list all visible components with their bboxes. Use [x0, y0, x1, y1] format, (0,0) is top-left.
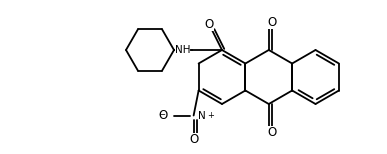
Text: +: +	[207, 111, 214, 120]
Text: N: N	[198, 111, 205, 120]
Text: O: O	[267, 16, 276, 28]
Text: −: −	[158, 111, 165, 120]
Text: O: O	[158, 109, 168, 122]
Text: NH: NH	[175, 45, 190, 55]
Text: O: O	[267, 126, 276, 138]
Text: O: O	[204, 18, 214, 30]
Text: O: O	[189, 133, 198, 146]
